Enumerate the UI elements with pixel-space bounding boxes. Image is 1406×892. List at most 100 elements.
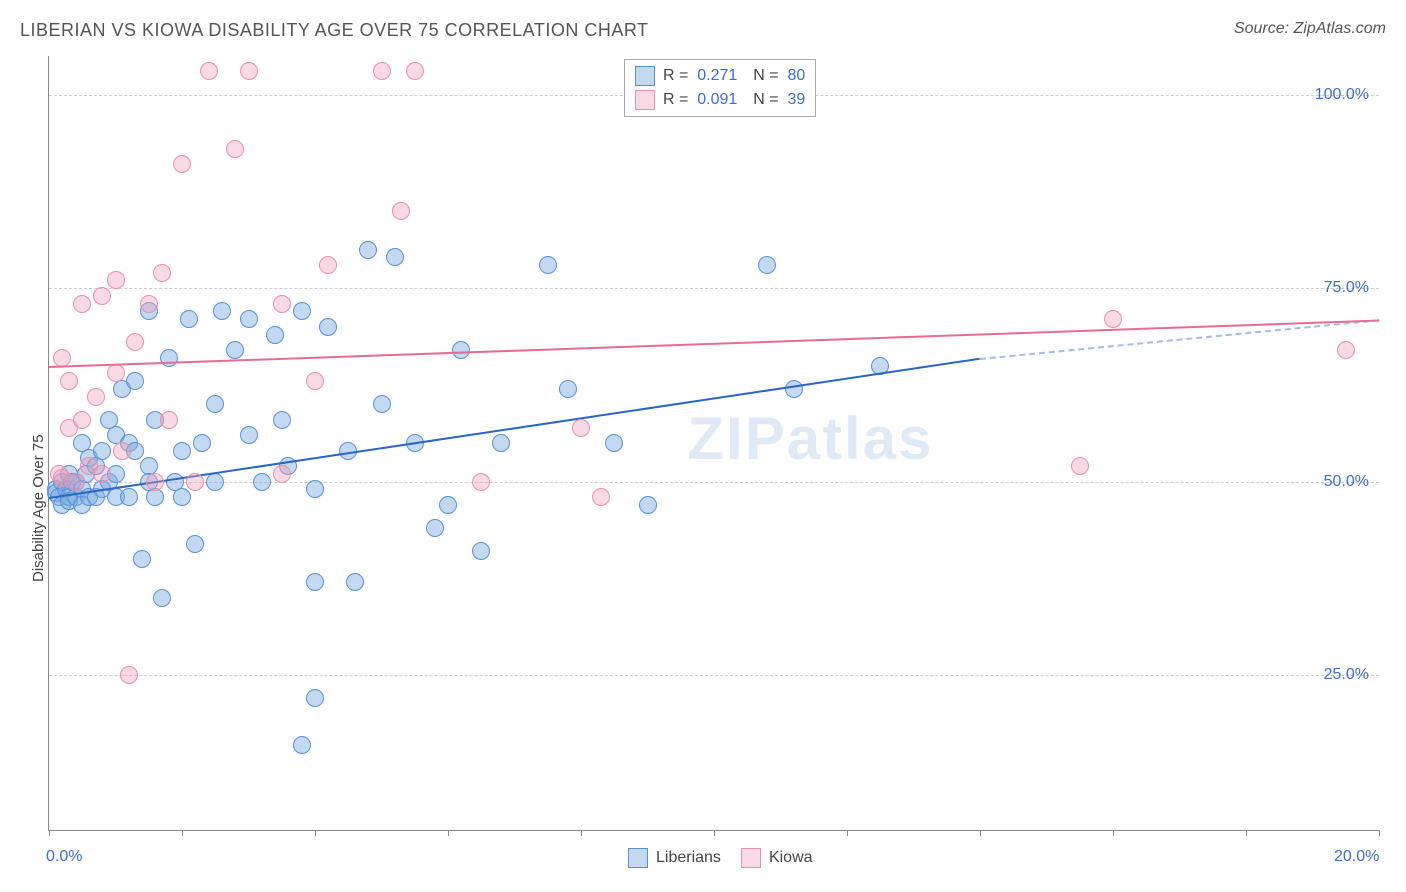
data-point [306, 372, 324, 390]
data-point [1104, 310, 1122, 328]
x-axis-end-label: 20.0% [1334, 848, 1379, 866]
trend-line [980, 319, 1379, 360]
data-point [472, 473, 490, 491]
data-point [240, 62, 258, 80]
data-point [126, 372, 144, 390]
data-point [319, 256, 337, 274]
data-point [439, 496, 457, 514]
data-point [113, 442, 131, 460]
legend-swatch [741, 848, 761, 868]
data-point [240, 426, 258, 444]
data-point [392, 202, 410, 220]
stats-legend-row: R = 0.091 N = 39 [635, 88, 805, 112]
r-label: R = 0.271 [663, 67, 737, 85]
data-point [306, 573, 324, 591]
series-legend-item: Liberians [628, 846, 721, 870]
data-point [758, 256, 776, 274]
data-point [93, 287, 111, 305]
data-point [133, 550, 151, 568]
data-point [153, 264, 171, 282]
data-point [73, 411, 91, 429]
series-legend-item: Kiowa [741, 846, 813, 870]
x-tick [182, 830, 183, 836]
data-point [146, 488, 164, 506]
data-point [306, 689, 324, 707]
data-point [452, 341, 470, 359]
series-name: Kiowa [769, 849, 813, 867]
data-point [93, 442, 111, 460]
x-tick [448, 830, 449, 836]
data-point [153, 589, 171, 607]
data-point [53, 349, 71, 367]
data-point [173, 442, 191, 460]
data-point [160, 411, 178, 429]
data-point [107, 271, 125, 289]
data-point [140, 295, 158, 313]
r-label: R = 0.091 [663, 91, 737, 109]
x-tick [714, 830, 715, 836]
y-axis-label: Disability Age Over 75 [30, 435, 47, 583]
data-point [107, 364, 125, 382]
data-point [273, 295, 291, 313]
x-tick [1246, 830, 1247, 836]
data-point [146, 473, 164, 491]
x-tick [847, 830, 848, 836]
data-point [73, 295, 91, 313]
x-tick [980, 830, 981, 836]
series-name: Liberians [656, 849, 721, 867]
x-tick [315, 830, 316, 836]
data-point [253, 473, 271, 491]
data-point [426, 519, 444, 537]
y-tick-label: 100.0% [1315, 86, 1369, 104]
source-attribution: Source: ZipAtlas.com [1234, 20, 1386, 38]
data-point [639, 496, 657, 514]
data-point [273, 411, 291, 429]
data-point [293, 736, 311, 754]
scatter-plot-area: ZIPatlas 25.0% 50.0% 75.0% 100.0% R = 0.271 N… [48, 56, 1379, 831]
data-point [605, 434, 623, 452]
data-point [273, 465, 291, 483]
data-point [193, 434, 211, 452]
data-point [87, 388, 105, 406]
n-label: N = 39 [753, 91, 805, 109]
data-point [373, 395, 391, 413]
data-point [472, 542, 490, 560]
data-point [206, 395, 224, 413]
legend-swatch [628, 848, 648, 868]
legend-swatch [635, 66, 655, 86]
data-point [67, 473, 85, 491]
data-point [93, 465, 111, 483]
chart-title: LIBERIAN VS KIOWA DISABILITY AGE OVER 75… [20, 20, 649, 41]
data-point [266, 326, 284, 344]
data-point [226, 341, 244, 359]
data-point [346, 573, 364, 591]
data-point [213, 302, 231, 320]
data-point [240, 310, 258, 328]
data-point [319, 318, 337, 336]
data-point [592, 488, 610, 506]
data-point [406, 62, 424, 80]
data-point [173, 488, 191, 506]
data-point [785, 380, 803, 398]
watermark-text: ZIPatlas [687, 404, 933, 473]
data-point [1337, 341, 1355, 359]
data-point [1071, 457, 1089, 475]
data-point [160, 349, 178, 367]
data-point [173, 155, 191, 173]
data-point [186, 473, 204, 491]
y-tick-label: 50.0% [1324, 473, 1369, 491]
data-point [359, 241, 377, 259]
data-point [386, 248, 404, 266]
data-point [60, 372, 78, 390]
gridline [49, 482, 1379, 483]
x-axis-start-label: 0.0% [46, 848, 82, 866]
data-point [120, 666, 138, 684]
x-tick [581, 830, 582, 836]
legend-swatch [635, 90, 655, 110]
data-point [226, 140, 244, 158]
y-tick-label: 25.0% [1324, 666, 1369, 684]
data-point [492, 434, 510, 452]
data-point [186, 535, 204, 553]
gridline [49, 675, 1379, 676]
y-tick-label: 75.0% [1324, 279, 1369, 297]
